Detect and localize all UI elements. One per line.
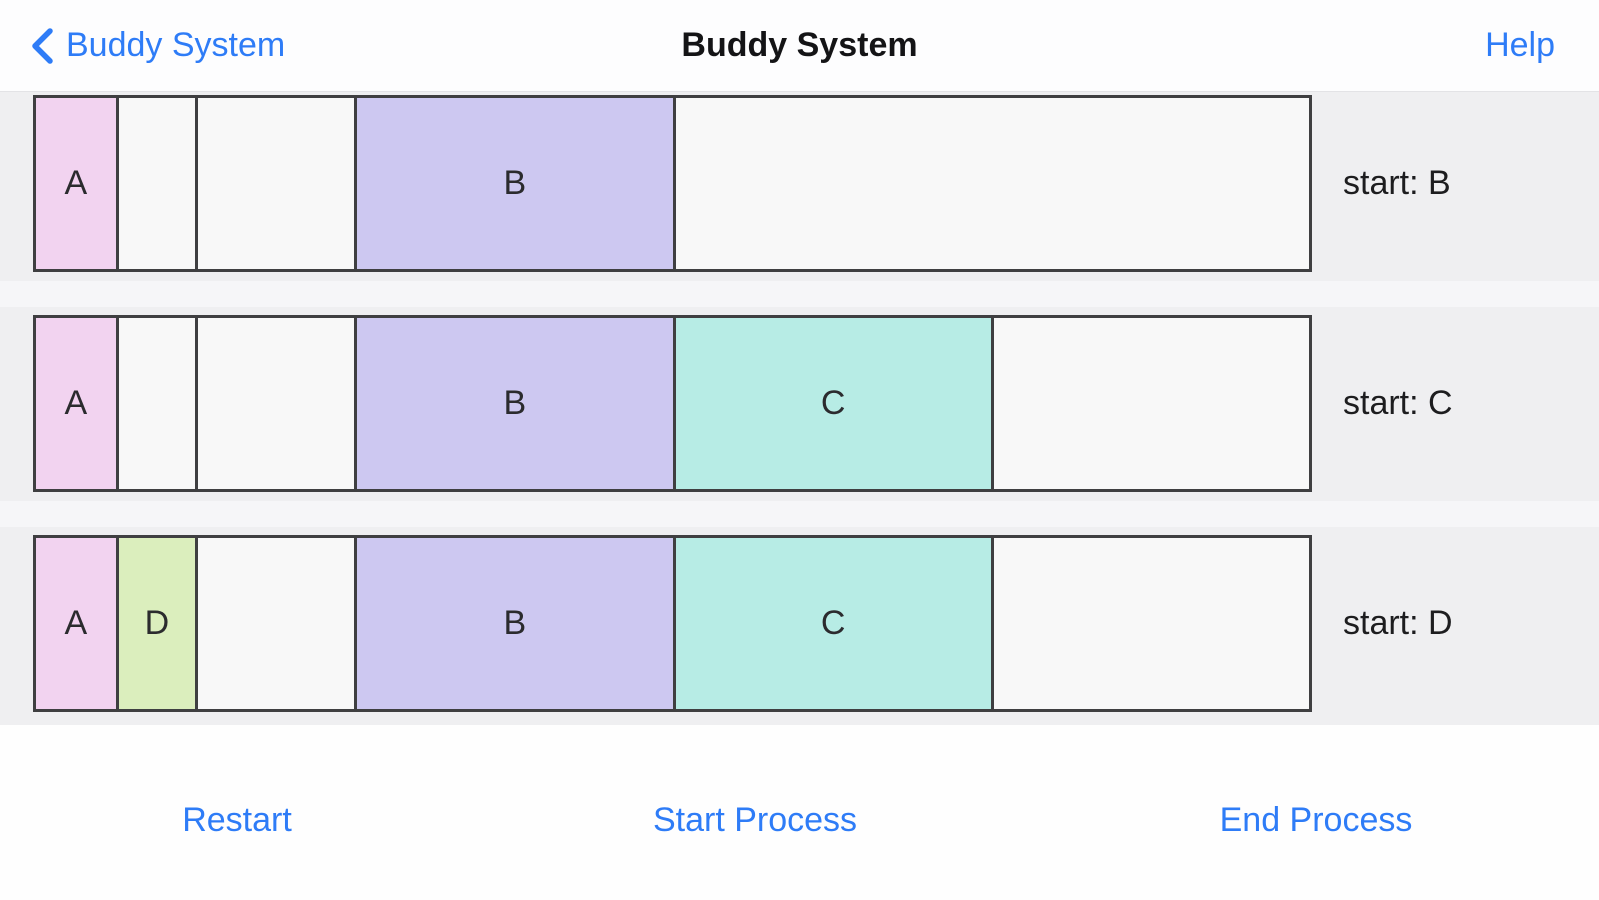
memory-segment-b: B (354, 98, 673, 269)
memory-segment-b: B (354, 318, 673, 489)
row-separator (0, 492, 1599, 535)
memory-segment-c: C (672, 318, 991, 489)
memory-segment-a: A (36, 538, 116, 709)
row-start-label: start: D (1343, 604, 1453, 642)
back-chevron-icon (30, 27, 54, 65)
memory-segment-free (195, 318, 355, 489)
memory-segment-free (115, 98, 196, 269)
memory-segment-free (115, 318, 196, 489)
memory-segment-a: A (36, 318, 116, 489)
row-start-label: start: B (1343, 164, 1451, 202)
memory-segment-free (990, 318, 1309, 489)
page-title: Buddy System (681, 26, 918, 64)
memory-segment-b: B (354, 538, 673, 709)
restart-button[interactable]: Restart (182, 801, 292, 839)
memory-segment-free (195, 98, 355, 269)
row-separator (0, 272, 1599, 315)
help-button[interactable]: Help (1485, 26, 1555, 64)
back-button[interactable]: Buddy System (30, 26, 285, 65)
bottom-toolbar: Restart Start Process End Process (0, 725, 1599, 900)
memory-segment-free (672, 98, 1309, 269)
memory-segment-free (195, 538, 355, 709)
end-process-button[interactable]: End Process (1219, 801, 1413, 839)
start-process-button[interactable]: Start Process (652, 801, 858, 839)
memory-segment-free (990, 538, 1309, 709)
row-start-label: start: C (1343, 384, 1453, 422)
memory-segment-c: C (672, 538, 991, 709)
navigation-bar: Buddy System Buddy System Help (0, 0, 1599, 92)
memory-segment-d: D (115, 538, 196, 709)
back-button-label: Buddy System (66, 26, 286, 64)
memory-segment-a: A (36, 98, 116, 269)
